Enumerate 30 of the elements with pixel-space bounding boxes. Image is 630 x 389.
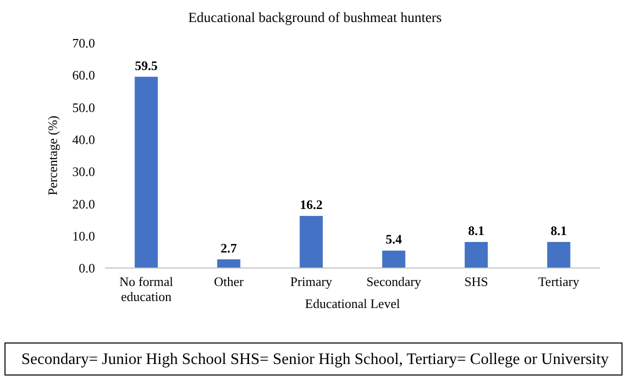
data-label: 16.2 xyxy=(300,196,323,212)
x-tick-label: Other xyxy=(214,274,244,289)
data-label: 2.7 xyxy=(220,240,238,256)
x-tick-label: No formal education xyxy=(119,274,174,304)
data-label: 59.5 xyxy=(134,58,158,73)
data-label: 8.1 xyxy=(550,222,567,238)
y-axis-title: Percentage (%) xyxy=(45,116,60,196)
bar xyxy=(547,242,570,268)
x-tick-label: SHS xyxy=(464,274,488,289)
y-tick-label: 60.0 xyxy=(72,68,95,83)
x-tick-label: Primary xyxy=(290,274,333,289)
data-label: 8.1 xyxy=(468,222,484,238)
y-tick-label: 40.0 xyxy=(72,132,95,147)
y-tick-label: 0.0 xyxy=(78,260,95,276)
bar xyxy=(134,76,158,268)
x-axis-title: Educational Level xyxy=(305,296,400,311)
y-tick-label: 50.0 xyxy=(72,100,95,115)
y-tick-label: 30.0 xyxy=(72,164,95,180)
x-tick-label: Secondary xyxy=(366,274,422,289)
y-tick-label: 20.0 xyxy=(72,196,95,212)
data-label: 5.4 xyxy=(386,232,402,247)
y-tick-label: 70.0 xyxy=(72,36,95,51)
bar xyxy=(300,216,323,268)
bar xyxy=(382,250,406,268)
chart-title: Educational background of bushmeat hunters xyxy=(188,11,442,26)
bar xyxy=(217,259,240,268)
text: Secondary= Junior High School SHS= Senior High School, Tertiary= College or University xyxy=(21,351,609,368)
x-tick-label: Tertiary xyxy=(538,274,580,289)
bar xyxy=(464,242,488,268)
y-tick-label: 10.0 xyxy=(72,228,95,244)
